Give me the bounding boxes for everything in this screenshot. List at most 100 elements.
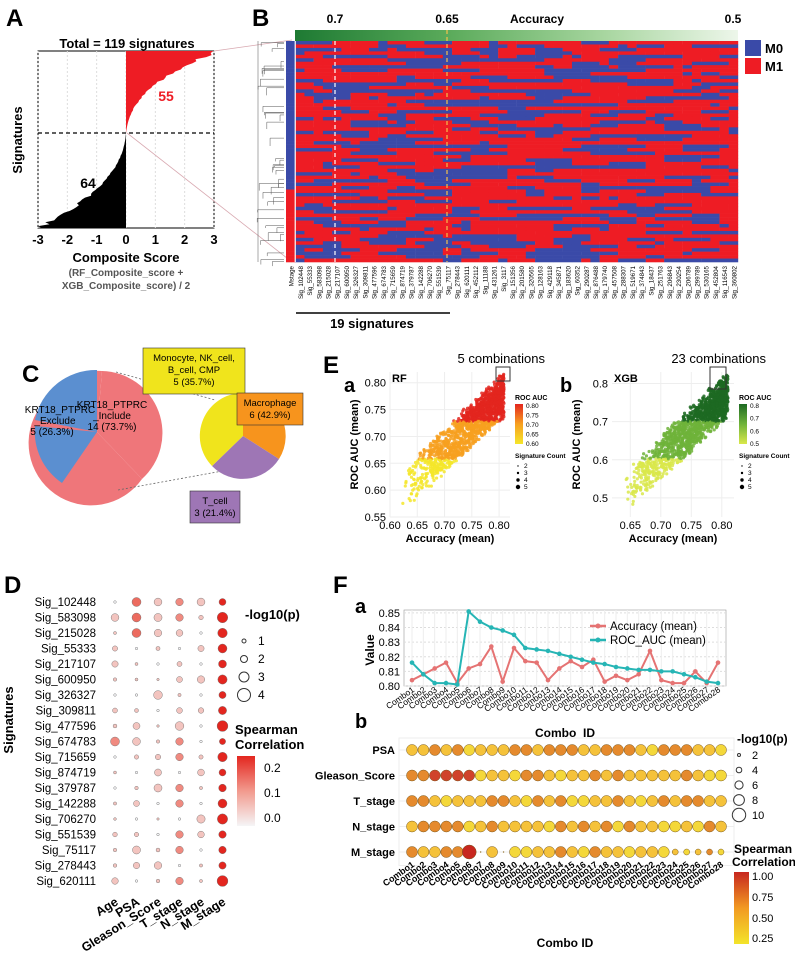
- heat-cell: [424, 85, 444, 90]
- heat-cell: [571, 165, 600, 170]
- heat-cell: [322, 186, 342, 190]
- scatter-point: [490, 391, 494, 395]
- scatter-point: [411, 464, 415, 468]
- heat-cell: [359, 82, 388, 87]
- scatter-point: [485, 404, 490, 408]
- fb-dot: [646, 795, 659, 807]
- scatter-point: [429, 484, 433, 488]
- heat-cell: [442, 54, 480, 59]
- count-legend-dot: [740, 471, 744, 475]
- heat-cell: [369, 134, 388, 138]
- heat-cell: [728, 65, 739, 69]
- fb-dot: [635, 795, 647, 807]
- heat-cell: [719, 134, 739, 138]
- heat-cell: [295, 127, 333, 132]
- signature-row-label: Sig_874719: [35, 768, 96, 780]
- heat-cell-mstage: [286, 61, 296, 66]
- heatmap-column-label: Sig_360802: [731, 265, 738, 299]
- fb-dot: [600, 744, 613, 756]
- heat-cell: [682, 189, 711, 194]
- heat-cell: [599, 227, 610, 232]
- heat-cell: [701, 172, 739, 176]
- series-point: [489, 625, 494, 630]
- heat-cell: [498, 237, 517, 242]
- scatter-ytick: 0.6: [593, 455, 608, 467]
- heat-cell: [369, 65, 407, 69]
- heat-cell: [359, 103, 388, 107]
- heat-cell: [479, 255, 517, 259]
- heat-cell: [350, 151, 388, 156]
- heat-cell: [452, 144, 490, 149]
- heat-cell-mstage: [286, 172, 296, 176]
- size-legend-circle: [238, 671, 250, 683]
- heat-cell: [525, 113, 545, 118]
- heat-cell: [405, 255, 416, 259]
- correlation-dot: [156, 678, 160, 681]
- heat-cell: [645, 220, 674, 225]
- scatter-point: [492, 382, 497, 387]
- heat-cell: [525, 158, 545, 163]
- heat-cell: [313, 89, 333, 94]
- heat-cell: [322, 85, 333, 90]
- correlation-dot: [134, 754, 139, 760]
- legend-swatch-m0: [745, 40, 761, 56]
- heat-cell: [498, 54, 517, 59]
- heatmap-column-label: Sig_530165: [704, 265, 711, 299]
- heat-cell: [313, 196, 351, 201]
- heat-cell: [544, 189, 582, 194]
- heat-cell: [682, 248, 693, 252]
- fb-dot: [509, 820, 521, 833]
- heat-cell: [415, 82, 434, 87]
- heat-cell: [571, 123, 582, 128]
- fb-dot: [486, 820, 498, 833]
- scatter-ytick: 0.8: [593, 378, 608, 390]
- heat-cell: [322, 224, 351, 228]
- scatter-point: [478, 398, 482, 402]
- scatter-point: [451, 455, 455, 459]
- heat-cell: [369, 227, 397, 232]
- heat-cell: [424, 210, 453, 214]
- heat-cell: [369, 47, 388, 52]
- panel-a-xticks: -3 -2 -1 0 1 2 3: [32, 232, 217, 247]
- scatter-point: [454, 449, 458, 453]
- heat-cell: [461, 172, 490, 176]
- heat-cell: [378, 120, 388, 125]
- heat-cell: [553, 192, 582, 197]
- heat-cell-mstage: [286, 78, 296, 83]
- heat-cell: [590, 248, 628, 252]
- scatter-point: [700, 426, 704, 430]
- scatter-point: [726, 400, 730, 404]
- heat-cell-mstage: [286, 127, 296, 132]
- scatter-xtick: 0.75: [461, 520, 482, 532]
- heat-cell: [581, 199, 610, 204]
- correlation-dot: [156, 817, 160, 821]
- heat-cell: [710, 237, 739, 242]
- scatter-point: [435, 442, 439, 446]
- correlation-dot: [196, 814, 206, 824]
- heatmap-column-label: Sig_102448: [298, 265, 305, 299]
- heat-cell: [654, 120, 683, 125]
- heat-cell: [691, 196, 729, 201]
- series-point: [693, 669, 698, 674]
- pie2-macrophage-box: [236, 392, 304, 426]
- scatter-point: [693, 405, 697, 409]
- signature-row-label: Sig_551539: [35, 830, 96, 842]
- heat-cell: [636, 89, 674, 94]
- heat-cell: [636, 61, 656, 66]
- heat-cell: [313, 237, 333, 242]
- fb-dot: [703, 820, 716, 833]
- scatter-point: [487, 415, 492, 419]
- series-point: [534, 660, 539, 665]
- scatter-legend-value: 0.75: [526, 413, 539, 420]
- fb-dot: [474, 820, 487, 833]
- heat-cell: [719, 227, 739, 232]
- heat-cell: [673, 206, 693, 211]
- scatter-point: [416, 488, 421, 492]
- heat-cell: [396, 234, 416, 239]
- scatter-point: [626, 490, 630, 494]
- heat-cell: [507, 89, 536, 94]
- heat-cell: [396, 255, 407, 259]
- heat-cell: [461, 58, 480, 63]
- scatter-point: [453, 445, 457, 449]
- scatter-point: [439, 474, 443, 478]
